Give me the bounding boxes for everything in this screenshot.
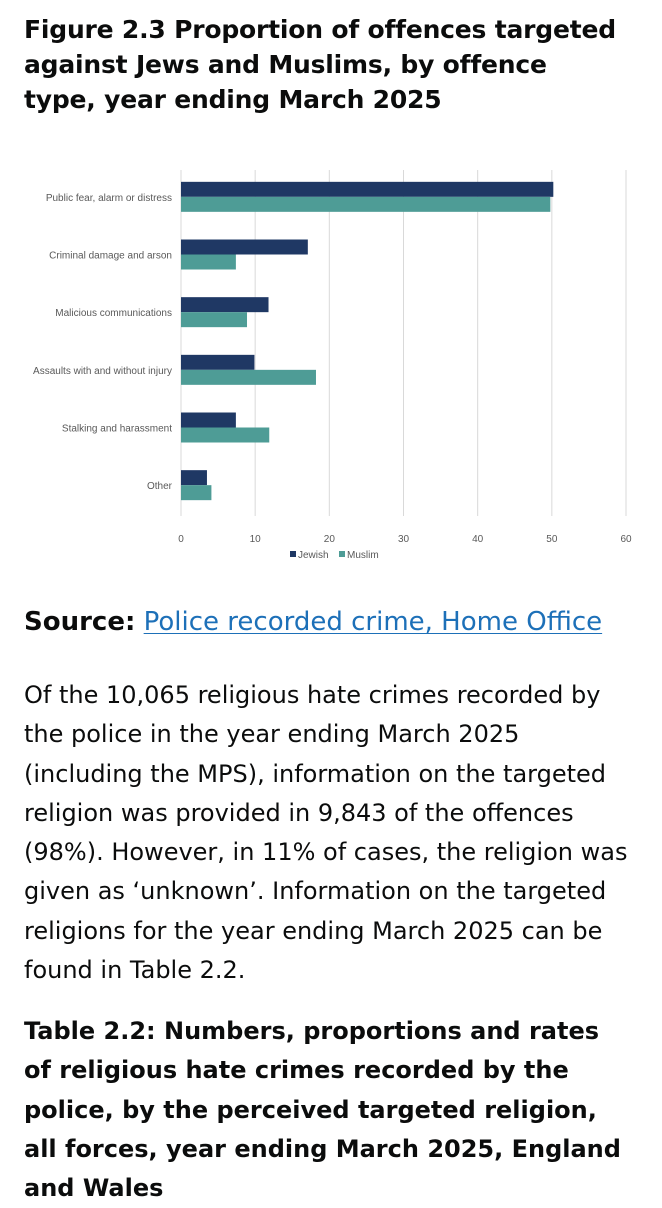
legend-swatch-jewish [290, 551, 296, 557]
bar-jewish-1 [181, 239, 308, 255]
legend-swatch-muslim [339, 551, 345, 557]
bar-muslim-2 [181, 312, 248, 328]
x-tick-label: 60 [620, 534, 632, 545]
bar-muslim-4 [181, 427, 270, 443]
source-link[interactable]: Police recorded crime, Home Office [143, 607, 603, 637]
chart-gridlines [180, 170, 627, 516]
x-tick-label: 10 [250, 534, 262, 545]
x-tick-label: 50 [546, 534, 558, 545]
chart-svg: Public fear, alarm or distress Criminal d… [33, 170, 632, 561]
bar-jewish-5 [181, 470, 207, 486]
source-label: Source: [24, 607, 136, 637]
x-tick-label: 20 [324, 534, 336, 545]
chart-category-labels: Public fear, alarm or distress Criminal d… [33, 193, 173, 492]
category-label: Other [147, 481, 173, 492]
category-label: Stalking and harassment [62, 424, 172, 435]
figure-title: Figure 2.3 Proportion of offences target… [24, 15, 616, 114]
category-label: Criminal damage and arson [49, 251, 172, 262]
legend-label-jewish: Jewish [298, 550, 329, 561]
bar-jewish-2 [181, 297, 269, 313]
bar-muslim-0 [181, 196, 551, 212]
bar-muslim-1 [181, 254, 236, 270]
bar-jewish-3 [181, 354, 255, 370]
bar-muslim-5 [181, 485, 212, 501]
category-label: Assaults with and without injury [33, 366, 172, 377]
category-label: Malicious communications [55, 308, 172, 319]
offence-type-bar-chart: Public fear, alarm or distress Criminal d… [0, 158, 662, 578]
chart-bars [181, 181, 554, 501]
bar-muslim-3 [181, 369, 316, 385]
x-tick-label: 40 [472, 534, 484, 545]
chart-x-tick-labels: 0 10 20 30 40 50 60 [178, 534, 632, 545]
bar-jewish-0 [181, 181, 554, 197]
chart-legend: Jewish Muslim [290, 550, 379, 561]
x-tick-label: 0 [178, 534, 184, 545]
table-title: Table 2.2: Numbers, proportions and rate… [24, 1017, 621, 1203]
legend-label-muslim: Muslim [347, 550, 379, 561]
x-tick-label: 30 [398, 534, 410, 545]
bar-jewish-4 [181, 412, 236, 428]
source-line: Source: Police recorded crime, Home Offi… [24, 604, 602, 640]
category-label: Public fear, alarm or distress [46, 193, 172, 204]
body-paragraph: Of the 10,065 religious hate crimes reco… [24, 681, 628, 985]
